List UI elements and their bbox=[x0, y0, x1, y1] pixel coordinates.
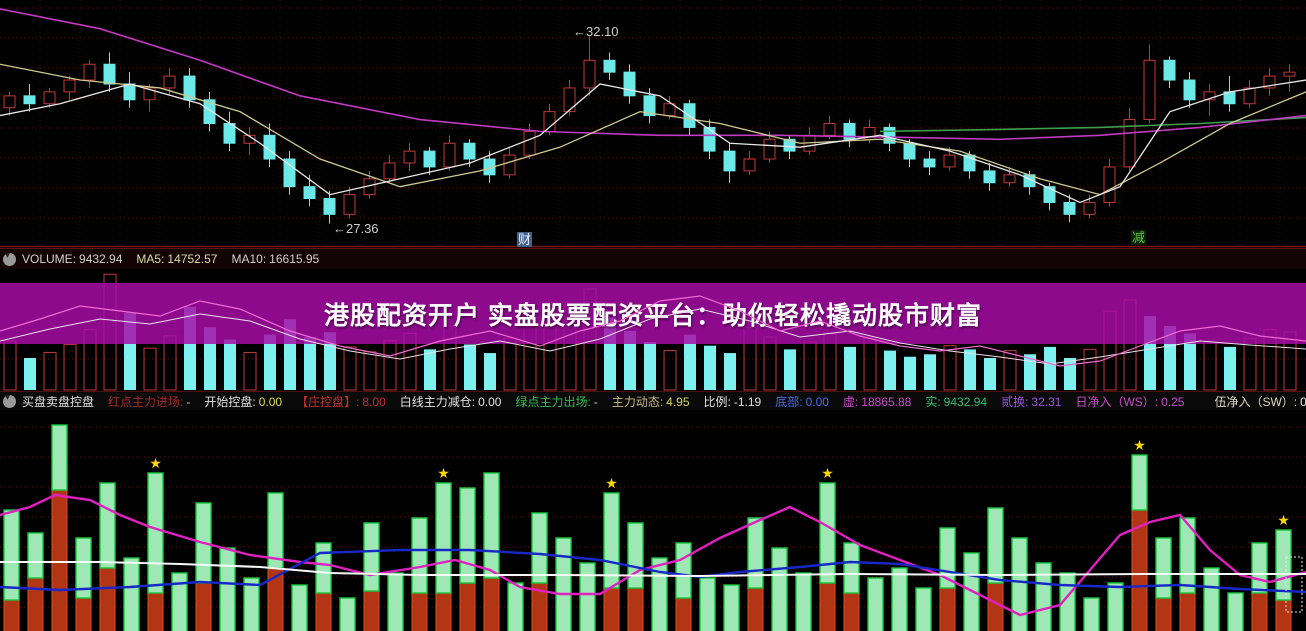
indicator-segment: 买盘卖盘控盘 bbox=[22, 394, 95, 409]
indicator-segment: 比例: -1.19 bbox=[703, 394, 762, 409]
cai-marker: 财 bbox=[517, 232, 533, 247]
collapse-indicator-icon[interactable] bbox=[3, 392, 16, 408]
indicator-segment: 【庄控盘】: 8.00 bbox=[296, 394, 386, 409]
indicator-bars-chart[interactable]: ★ ★ ★ ★ ★ ★ bbox=[0, 410, 1306, 631]
indicator-segment: 实: 9432.94 bbox=[925, 394, 988, 409]
high-annotation: ←32.10 bbox=[573, 24, 619, 39]
star-marker: ★ bbox=[1277, 512, 1290, 528]
indicator-segment: 红点主力进场: - bbox=[108, 394, 191, 409]
volume-ma10: MA10: 16615.95 bbox=[231, 252, 320, 266]
candlestick-chart[interactable] bbox=[0, 0, 1306, 248]
main-chart-panel: ←32.10 ←27.36 财 减 bbox=[0, 0, 1306, 248]
volume-panel: 港股配资开户 实盘股票配资平台：助你轻松撬动股市财富 bbox=[0, 269, 1306, 392]
indicator-segment: 白线主力减仓: 0.00 bbox=[399, 394, 502, 409]
volume-label: VOLUME: 9432.94 bbox=[22, 252, 123, 266]
indicator-segment: 日净入（WS）: 0.25 bbox=[1075, 394, 1185, 409]
indicator-segment: 绿点主力出场: - bbox=[515, 394, 598, 409]
collapse-volume-icon[interactable] bbox=[3, 250, 16, 266]
star-marker: ★ bbox=[437, 465, 450, 481]
star-marker: ★ bbox=[149, 455, 162, 471]
indicator-segment: 底部: 0.00 bbox=[775, 394, 829, 409]
star-marker: ★ bbox=[605, 475, 618, 491]
ad-banner[interactable]: 港股配资开户 实盘股票配资平台：助你轻松撬动股市财富 bbox=[0, 283, 1306, 344]
indicator-chart-panel: ★ ★ ★ ★ ★ ★ bbox=[0, 410, 1306, 631]
jian-marker: 减 bbox=[1131, 230, 1147, 245]
volume-ma5: MA5: 14752.57 bbox=[136, 252, 218, 266]
indicator-segment: 贰换: 32.31 bbox=[1001, 394, 1062, 409]
indicator-segment: 主力动态: 4.95 bbox=[611, 394, 690, 409]
low-annotation: ←27.36 bbox=[333, 221, 379, 236]
indicator-segment: 伍净入（SW）:0.46 bbox=[1214, 394, 1306, 409]
selection-box bbox=[1285, 556, 1303, 613]
indicator-segment: 开始控盘: 0.00 bbox=[204, 394, 283, 409]
indicator-segments: 买盘卖盘控盘 红点主力进场: - 开始控盘: 0.00 【庄控盘】: 8.00 白线主力减仓:… bbox=[22, 393, 1306, 410]
indicator-segment: 虚: 18865.88 bbox=[842, 394, 912, 409]
volume-header: VOLUME:9432.94 MA5:14752.57 MA10:16615.9… bbox=[0, 248, 1306, 269]
ad-banner-text: 港股配资开户 实盘股票配资平台：助你轻松撬动股市财富 bbox=[324, 301, 982, 330]
star-marker: ★ bbox=[1133, 437, 1146, 453]
star-marker: ★ bbox=[821, 465, 834, 481]
